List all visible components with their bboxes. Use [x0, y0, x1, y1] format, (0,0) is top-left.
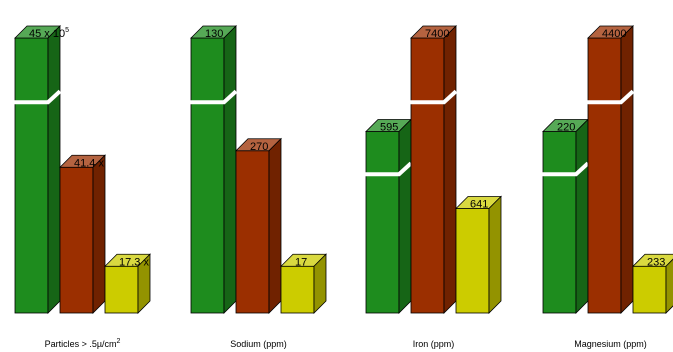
bar-front — [542, 131, 577, 314]
bar-front — [104, 265, 139, 314]
bar-side — [313, 253, 327, 314]
bar: 130 — [190, 25, 238, 314]
bar-group-4: 220 4400 233 — [542, 25, 673, 314]
bar-side — [137, 253, 151, 314]
bar: 17.3 x — [104, 253, 151, 314]
category-label: Particles > .5µ/cm2 — [45, 338, 121, 349]
bar-side — [443, 25, 457, 314]
value-label: 641 — [470, 199, 488, 211]
bar: 220 — [542, 118, 590, 314]
axis-break — [365, 161, 413, 177]
bar-front — [235, 150, 270, 314]
bar-side — [92, 154, 106, 314]
value-label: 17 — [295, 256, 307, 268]
bar-group-2: 130 270 17 — [190, 25, 327, 314]
bar: 41.4 x — [59, 154, 106, 314]
bar-group-1: 45 x 105 41.4 x 17.3 x — [14, 25, 151, 314]
axis-break — [190, 89, 238, 105]
bar-front — [365, 131, 400, 314]
value-label: 41.4 x — [74, 157, 104, 169]
value-label: 270 — [250, 141, 268, 153]
bar-front — [410, 37, 445, 314]
bar-front — [59, 166, 94, 314]
bar: 17 — [280, 253, 327, 314]
bar-front — [14, 37, 49, 314]
bar: 233 — [632, 253, 673, 314]
bar-side — [575, 118, 589, 314]
bar-side — [488, 195, 502, 314]
bar-side — [47, 25, 61, 314]
bar: 4400 — [587, 25, 635, 314]
bar: 270 — [235, 137, 282, 314]
bar-side — [398, 118, 412, 314]
bar-side — [223, 25, 237, 314]
value-label: 45 x 105 — [29, 27, 69, 40]
bar-side — [620, 25, 634, 314]
bar: 7400 — [410, 25, 458, 314]
bar-group-3: 595 7400 641 — [365, 25, 502, 314]
bar-side — [665, 258, 673, 314]
axis-break — [14, 89, 62, 105]
value-label: 220 — [557, 122, 575, 134]
value-label: 7400 — [425, 28, 449, 40]
bar-front — [587, 37, 622, 314]
category-label: Iron (ppm) — [413, 339, 455, 349]
bar: 595 — [365, 118, 413, 314]
category-label: Sodium (ppm) — [230, 339, 287, 349]
bar-front — [190, 37, 225, 314]
value-label: 17.3 x — [119, 256, 149, 268]
bar-front — [632, 265, 667, 314]
bar: 45 x 105 — [14, 25, 69, 314]
value-label: 595 — [380, 122, 398, 134]
value-label: 130 — [205, 28, 223, 40]
value-label: 4400 — [602, 28, 626, 40]
bar-side — [268, 137, 282, 314]
axis-break — [410, 89, 458, 105]
bar-front — [455, 208, 490, 314]
category-label: Magnesium (ppm) — [574, 339, 647, 349]
axis-break — [587, 89, 635, 105]
bar: 641 — [455, 195, 502, 314]
bar-top — [632, 253, 673, 267]
axis-break — [542, 161, 590, 177]
bar-front — [280, 265, 315, 314]
value-label: 233 — [647, 256, 665, 268]
